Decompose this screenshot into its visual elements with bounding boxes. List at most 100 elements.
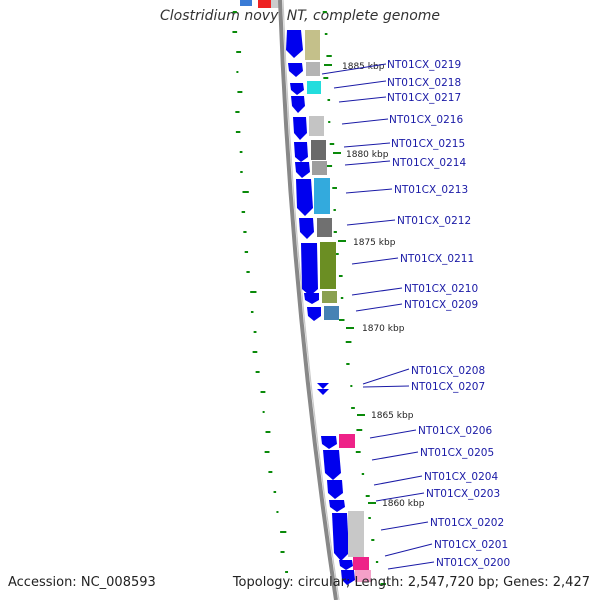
scale-label: 1865 kbp [371, 411, 414, 421]
accession-info: Accession: NC_008593 [8, 575, 156, 590]
gene-label[interactable]: NT01CX_0217 [387, 92, 461, 104]
gene-arrow [307, 307, 321, 321]
gene-label[interactable]: NT01CX_0203 [426, 488, 500, 500]
accession-value: NC_008593 [80, 575, 156, 590]
gene-arrow [304, 293, 319, 304]
scale-label: 1870 kbp [362, 324, 405, 334]
scale-label: 1885 kbp [342, 62, 385, 72]
gene-arrow [293, 117, 307, 140]
accession-label: Accession: [8, 575, 77, 590]
gene-arrow [329, 500, 345, 512]
gene-label[interactable]: NT01CX_0202 [430, 517, 504, 529]
gene-label[interactable]: NT01CX_0210 [404, 283, 478, 295]
cog-block [339, 434, 355, 448]
cog-block [322, 291, 337, 303]
gene-label[interactable]: NT01CX_0209 [404, 299, 478, 311]
gene-arrow [299, 218, 314, 239]
leader-line [344, 160, 391, 166]
gene-arrow [327, 480, 343, 499]
gene-arrow [301, 243, 318, 296]
cog-block [324, 306, 339, 320]
gene-arrow [290, 83, 304, 95]
cog-block [314, 178, 330, 214]
leader-line [362, 368, 410, 385]
length-label: Length: [354, 575, 404, 590]
gene-arrow [339, 560, 353, 570]
leader-line [338, 96, 387, 103]
cog-block [311, 140, 326, 160]
top-feature-red [258, 0, 271, 8]
gene-arrow [296, 179, 313, 216]
cog-block [306, 62, 320, 76]
gene-arrow [286, 30, 303, 58]
leader-line [387, 561, 435, 570]
leader-line [384, 543, 433, 557]
gene-label[interactable]: NT01CX_0207 [411, 381, 485, 393]
cog-block [353, 557, 369, 570]
gene-arrow [294, 142, 308, 162]
genes-value: 2,427 [552, 575, 590, 590]
gene-label[interactable]: NT01CX_0208 [411, 365, 485, 377]
cog-block [305, 30, 320, 60]
leader-line [321, 63, 387, 75]
length-value: 2,547,720 bp [407, 575, 495, 590]
gene-label[interactable]: NT01CX_0218 [387, 77, 461, 89]
gene-label[interactable]: NT01CX_0206 [418, 425, 492, 437]
leader-line [375, 492, 425, 502]
cog-block [348, 511, 364, 557]
genome-backbone [278, 0, 338, 600]
leader-line [373, 475, 423, 486]
cog-block [317, 218, 332, 237]
label-leaders [321, 63, 435, 570]
gene-label[interactable]: NT01CX_0219 [387, 59, 461, 71]
gene-arrow [317, 389, 329, 395]
leader-line [369, 429, 417, 439]
gc-content-track [232, 11, 386, 585]
leader-line [333, 80, 387, 89]
gene-label[interactable]: NT01CX_0216 [389, 114, 463, 126]
leader-line [351, 287, 403, 296]
cog-block [355, 570, 371, 582]
gene-arrow [317, 383, 329, 389]
gene-label[interactable]: NT01CX_0205 [420, 447, 494, 459]
leader-line [371, 451, 419, 461]
gene-label[interactable]: NT01CX_0214 [392, 157, 466, 169]
gene-label[interactable]: NT01CX_0215 [391, 138, 465, 150]
leader-line [346, 219, 396, 226]
scale-markers: 1885 kbp 1880 kbp 1875 kbp 1870 kbp 1865… [324, 62, 425, 509]
leader-line [343, 142, 391, 148]
gene-arrow [332, 513, 349, 561]
leader-line [355, 303, 403, 312]
topology-value: circular [297, 575, 346, 590]
leader-line [380, 521, 429, 531]
map-title: Clostridium novyi NT, complete genome [159, 8, 441, 24]
gene-label[interactable]: NT01CX_0213 [394, 184, 468, 196]
gene-arrow [288, 63, 303, 77]
leader-line [351, 257, 399, 265]
scale-label: 1860 kbp [382, 499, 425, 509]
cog-block [320, 242, 336, 289]
gene-label[interactable]: NT01CX_0204 [424, 471, 498, 483]
gene-label[interactable]: NT01CX_0200 [436, 557, 510, 569]
gene-label[interactable]: NT01CX_0212 [397, 215, 471, 227]
gene-arrow [341, 570, 355, 585]
gene-arrow [295, 162, 310, 178]
gene-label[interactable]: NT01CX_0211 [400, 253, 474, 265]
scale-label: 1880 kbp [346, 150, 389, 160]
top-feature-gray [271, 0, 279, 8]
leader-line [341, 118, 389, 125]
leader-line [362, 385, 410, 388]
gene-arrow [321, 436, 337, 449]
genome-stats: Topology: circular; Length: 2,547,720 bp… [232, 575, 590, 590]
cog-block [309, 116, 324, 136]
scale-label: 1875 kbp [353, 238, 396, 248]
gene-labels: NT01CX_0219 NT01CX_0218 NT01CX_0217 NT01… [387, 59, 510, 569]
genes-label: Genes: [503, 575, 549, 590]
gene-arrow [323, 450, 341, 480]
leader-line [345, 188, 393, 194]
gene-label[interactable]: NT01CX_0201 [434, 539, 508, 551]
cog-block [312, 161, 327, 175]
top-feature-blue [240, 0, 252, 6]
cog-blocks [305, 30, 371, 582]
